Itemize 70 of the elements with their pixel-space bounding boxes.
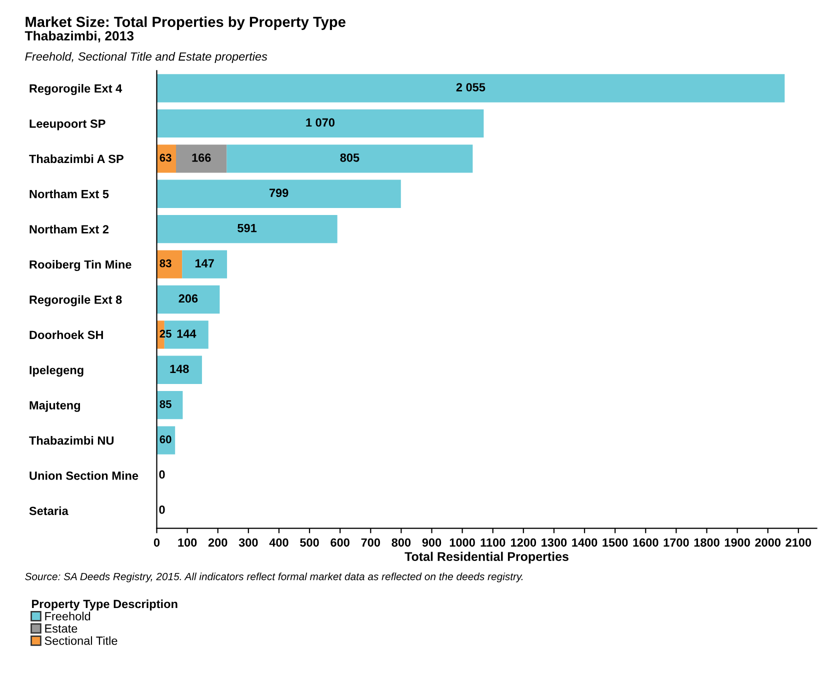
y-tick-label: Leeupoort SP — [30, 120, 106, 130]
data-label: 0 — [159, 506, 165, 514]
bar — [226, 144, 473, 173]
x-tick-label: 1700 — [664, 538, 689, 547]
data-label: 2 055 — [456, 83, 486, 92]
data-label: 83 — [160, 259, 172, 268]
legend-label: Estate — [45, 624, 78, 633]
bar — [156, 109, 484, 138]
bar — [176, 144, 227, 173]
bar — [156, 285, 220, 314]
x-tick-label: 800 — [392, 538, 411, 547]
bar — [156, 356, 202, 384]
data-label: 799 — [269, 188, 288, 198]
chart-subtitle: Thabazimbi, 2013 — [24, 30, 134, 42]
y-tick-label: Regorogile Ext 4 — [30, 84, 122, 96]
x-tick-label: 400 — [269, 538, 288, 547]
y-tick-label: Setaria — [29, 506, 68, 516]
x-tick-label: 1800 — [694, 538, 720, 547]
bar — [182, 250, 228, 278]
source-note: Source: SA Deeds Registry, 2015. All indicators reflect formal market data as reflected on the deeds registry. — [25, 572, 523, 582]
data-label: 148 — [170, 364, 189, 374]
x-tick-label: 1200 — [511, 538, 536, 547]
y-tick-label: Rooiberg Tin Mine — [30, 260, 132, 272]
bar — [156, 250, 182, 278]
y-tick-label: Northam Ext 5 — [30, 190, 109, 198]
x-tick-label: 1600 — [633, 538, 658, 547]
x-tick-label: 1000 — [450, 538, 475, 547]
data-label: 1 070 — [306, 118, 335, 127]
x-tick-label: 900 — [422, 538, 442, 547]
legend-title: Property Type Description — [32, 600, 178, 611]
legend-label: Freehold — [45, 612, 90, 620]
x-tick-label: 1400 — [572, 538, 598, 547]
y-tick-label: Union Section Mine — [30, 471, 138, 480]
x-tick-label: 1300 — [542, 538, 567, 547]
x-tick-label: 1900 — [724, 538, 750, 547]
x-tick-label: 2000 — [755, 538, 781, 547]
bar — [156, 74, 785, 102]
x-tick-label: 100 — [178, 538, 197, 547]
y-tick-label: Ipelegeng — [30, 366, 84, 377]
data-label: 591 — [238, 224, 257, 232]
x-tick-label: 300 — [238, 538, 258, 547]
x-tick-label: 200 — [208, 538, 228, 547]
y-tick-label: Majuteng — [30, 400, 80, 412]
x-tick-label: 0 — [154, 538, 160, 547]
x-tick-label: 600 — [330, 538, 350, 547]
data-label: 147 — [195, 259, 214, 268]
y-tick-label: Doorhoek SH — [30, 330, 103, 340]
y-tick-label: Thabazimbi NU — [29, 436, 114, 445]
data-label: 0 — [159, 470, 165, 479]
x-tick-label: 2100 — [786, 538, 812, 547]
x-tick-label: 700 — [361, 538, 380, 547]
data-label: 206 — [178, 294, 198, 303]
x-tick-label: 1100 — [480, 538, 506, 547]
x-axis-title: Total Residential Properties — [404, 552, 568, 564]
x-tick-label: 500 — [300, 538, 319, 547]
legend-label: Sectional Title — [44, 636, 118, 645]
bar — [156, 180, 401, 208]
x-tick-label: 1500 — [602, 538, 628, 547]
data-label: 60 — [160, 435, 172, 444]
text: Freehold, Sectional Title and Estate properties — [25, 52, 268, 64]
data-label: 144 — [177, 330, 196, 338]
y-tick-label: Regorogile Ext 8 — [30, 295, 122, 306]
data-label: 166 — [192, 153, 211, 162]
data-label: 805 — [340, 153, 360, 162]
y-tick-label: Thabazimbi A SP — [29, 154, 124, 164]
data-label: 85 — [160, 400, 172, 408]
y-tick-label: Northam Ext 2 — [30, 224, 109, 234]
chart-title: Market Size: Total Properties by Property Type — [26, 16, 346, 30]
bar — [156, 215, 338, 244]
data-label: 63 — [160, 154, 172, 162]
